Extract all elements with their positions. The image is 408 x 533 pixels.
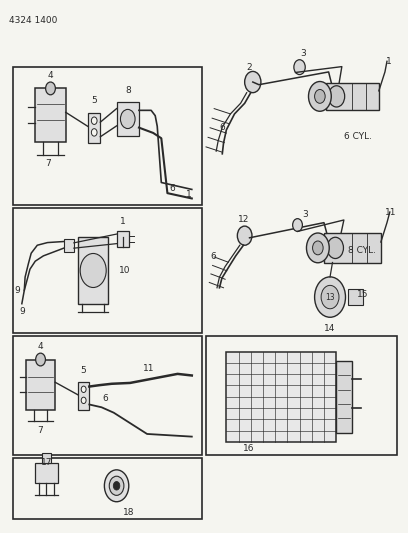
Circle shape [104, 470, 129, 502]
Bar [326, 83, 379, 110]
Text: 6: 6 [169, 184, 175, 193]
Text: 17: 17 [41, 458, 52, 466]
Circle shape [245, 71, 261, 93]
Text: 14: 14 [324, 325, 336, 334]
Text: 4324 1400: 4324 1400 [9, 15, 57, 25]
Text: 11: 11 [385, 207, 397, 216]
Text: 4: 4 [38, 342, 43, 351]
Text: 13: 13 [325, 293, 335, 302]
Text: 12: 12 [238, 215, 250, 224]
Bar [42, 454, 51, 463]
Text: 7: 7 [38, 426, 43, 435]
Text: 7: 7 [46, 159, 51, 168]
Text: 1: 1 [386, 57, 392, 66]
Text: 3: 3 [302, 210, 308, 219]
Bar [13, 336, 202, 455]
Bar [13, 458, 202, 519]
Bar [13, 208, 202, 333]
Circle shape [91, 117, 97, 124]
Circle shape [81, 397, 86, 403]
Text: 2: 2 [247, 63, 253, 71]
Bar [35, 463, 58, 483]
Text: 1: 1 [186, 190, 191, 199]
Circle shape [315, 277, 346, 317]
Circle shape [109, 476, 124, 495]
Text: 18: 18 [123, 508, 134, 517]
Bar [78, 237, 109, 304]
Bar [324, 233, 381, 263]
Text: 3: 3 [301, 50, 306, 58]
Bar [117, 102, 139, 136]
Text: 6: 6 [210, 253, 216, 261]
Circle shape [308, 82, 331, 111]
Circle shape [328, 86, 345, 107]
Bar [206, 336, 397, 455]
Circle shape [80, 254, 106, 287]
Text: 6: 6 [220, 123, 225, 132]
Circle shape [293, 219, 302, 231]
Text: 6 CYL.: 6 CYL. [344, 132, 372, 141]
Bar [348, 289, 363, 305]
Bar [64, 239, 74, 252]
Circle shape [120, 109, 135, 128]
Circle shape [327, 237, 344, 259]
Text: 5: 5 [81, 366, 86, 375]
Circle shape [306, 233, 329, 263]
Text: 9: 9 [19, 307, 25, 316]
Circle shape [113, 481, 120, 490]
Text: 11: 11 [143, 364, 155, 373]
Text: 6: 6 [103, 394, 109, 403]
Circle shape [81, 386, 86, 392]
Circle shape [315, 90, 325, 103]
Bar [88, 114, 100, 143]
Bar [78, 382, 89, 410]
Bar [26, 360, 55, 410]
Text: 8 CYL.: 8 CYL. [348, 246, 376, 255]
Circle shape [294, 60, 305, 75]
Text: 10: 10 [119, 266, 130, 275]
Circle shape [313, 241, 323, 255]
Text: 16: 16 [243, 445, 254, 454]
Text: 9: 9 [14, 286, 20, 295]
Bar [13, 67, 202, 205]
Bar [117, 231, 129, 247]
Bar [226, 352, 336, 442]
Circle shape [237, 226, 252, 245]
Circle shape [46, 82, 55, 95]
Text: 1: 1 [120, 217, 126, 226]
Bar [336, 361, 353, 433]
Text: 15: 15 [357, 290, 368, 299]
Text: 4: 4 [48, 70, 53, 79]
Text: 8: 8 [125, 85, 131, 94]
Bar [35, 88, 66, 142]
Text: 5: 5 [91, 95, 97, 104]
Circle shape [35, 353, 45, 366]
Circle shape [91, 128, 97, 136]
Circle shape [321, 285, 339, 309]
